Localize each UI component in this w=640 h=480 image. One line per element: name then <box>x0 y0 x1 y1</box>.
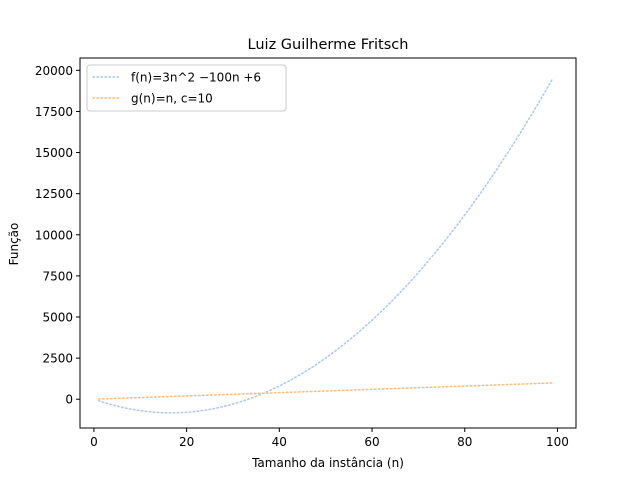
axes-frame <box>79 57 577 429</box>
plot-area <box>97 77 554 414</box>
y-tick-label: 17500 <box>35 105 73 119</box>
y-tick-label: 15000 <box>35 146 73 160</box>
legend: f(n)=3n^2 −100n +6 g(n)=n, c=10 <box>86 64 287 112</box>
legend-box <box>86 64 287 112</box>
x-tick-label: 20 <box>179 435 194 449</box>
legend-label-f: f(n)=3n^2 −100n +6 <box>131 71 261 85</box>
series-line-f <box>97 77 554 414</box>
x-axis-label: Tamanho da instância (n) <box>251 456 404 470</box>
y-tick-label: 5000 <box>42 311 73 325</box>
x-tick-label: 40 <box>272 435 287 449</box>
legend-label-g: g(n)=n, c=10 <box>131 92 213 106</box>
y-tick-label: 0 <box>65 393 73 407</box>
series-line-g <box>97 382 554 400</box>
y-tick-label: 2500 <box>42 352 73 366</box>
axes: 0 20 40 60 80 100 0 2500 5000 7500 10000 12500 15000… <box>35 57 577 449</box>
x-tick-label: 0 <box>90 435 98 449</box>
chart-title: Luiz Guilherme Fritsch <box>248 37 409 53</box>
y-tick-label: 7500 <box>42 269 73 283</box>
x-tick-label: 100 <box>546 435 569 449</box>
y-tick-label: 10000 <box>35 228 73 242</box>
x-tick-label: 60 <box>364 435 379 449</box>
y-tick-label: 20000 <box>35 64 73 78</box>
x-tick-label: 80 <box>457 435 472 449</box>
y-tick-label: 12500 <box>35 187 73 201</box>
y-axis-label: Função <box>7 223 21 266</box>
